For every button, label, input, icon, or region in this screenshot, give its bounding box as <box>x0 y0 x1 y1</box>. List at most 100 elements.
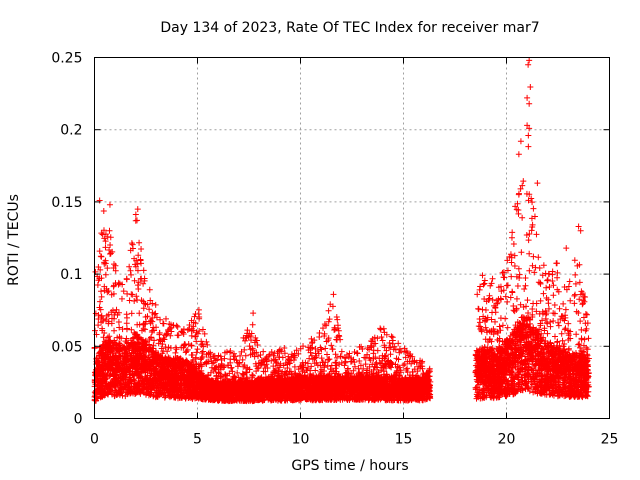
data-point <box>172 344 179 351</box>
data-point <box>227 349 234 356</box>
data-point <box>126 297 133 304</box>
data-point <box>147 334 154 341</box>
data-point <box>128 240 135 247</box>
data-point <box>152 310 159 317</box>
data-point <box>113 306 120 313</box>
data-point <box>104 289 111 296</box>
data-point <box>234 369 241 376</box>
data-point <box>111 327 118 334</box>
data-point <box>306 355 313 362</box>
data-point <box>107 242 114 249</box>
data-point <box>268 348 275 355</box>
data-point <box>342 358 349 365</box>
data-point <box>389 334 396 341</box>
data-point <box>174 323 181 330</box>
data-point <box>111 261 118 268</box>
data-point <box>199 326 206 333</box>
points-layer <box>91 57 592 405</box>
data-point <box>198 355 205 362</box>
data-point <box>270 363 277 370</box>
data-point <box>231 350 238 357</box>
data-point <box>194 346 201 353</box>
data-point <box>152 301 159 308</box>
data-point <box>133 217 140 224</box>
data-point <box>95 322 102 329</box>
data-point <box>97 253 104 260</box>
data-point <box>136 239 143 246</box>
data-point <box>308 335 315 342</box>
data-point <box>146 306 153 313</box>
data-point <box>106 227 113 234</box>
data-point <box>217 353 224 360</box>
chart-title: Day 134 of 2023, Rate Of TEC Index for r… <box>160 20 539 36</box>
data-point <box>378 334 385 341</box>
data-point <box>118 295 125 302</box>
data-point <box>136 310 143 317</box>
data-point <box>377 326 384 333</box>
data-point <box>201 330 208 337</box>
data-point <box>364 345 371 352</box>
data-point <box>293 347 300 354</box>
data-point <box>101 260 108 267</box>
data-point <box>129 291 136 298</box>
data-point <box>192 310 199 317</box>
data-point <box>115 318 122 325</box>
data-point <box>192 355 199 362</box>
data-point <box>341 362 348 369</box>
data-point <box>103 316 110 323</box>
data-point <box>104 265 111 272</box>
data-point <box>362 361 369 368</box>
data-point <box>159 320 166 327</box>
data-point <box>316 333 323 340</box>
data-point <box>135 252 142 259</box>
data-point <box>260 348 267 355</box>
data-point <box>318 355 325 362</box>
data-point <box>382 352 389 359</box>
data-point <box>388 333 395 340</box>
data-point <box>184 326 191 333</box>
data-point <box>94 282 101 289</box>
data-point <box>140 267 147 274</box>
data-point <box>229 368 236 375</box>
data-point <box>221 355 228 362</box>
data-point <box>172 349 179 356</box>
data-point <box>135 279 142 286</box>
data-point <box>332 326 339 333</box>
data-point <box>282 368 289 375</box>
data-point <box>395 340 402 347</box>
data-point <box>98 293 105 300</box>
data-point <box>151 337 158 344</box>
data-point <box>128 310 135 317</box>
data-point <box>120 288 127 295</box>
data-point <box>124 290 131 297</box>
data-point <box>249 372 256 379</box>
data-point <box>123 320 130 327</box>
data-point <box>128 326 135 333</box>
data-point <box>379 337 386 344</box>
data-point <box>415 363 422 370</box>
data-point <box>246 343 253 350</box>
data-point <box>97 298 104 305</box>
data-point <box>338 348 345 355</box>
data-point <box>325 307 332 314</box>
data-point <box>320 325 327 332</box>
data-point <box>98 288 105 295</box>
data-point <box>123 275 130 282</box>
data-point <box>157 316 164 323</box>
data-point <box>138 245 145 252</box>
data-point <box>326 316 333 323</box>
data-point <box>199 350 206 357</box>
data-point <box>133 293 140 300</box>
data-point <box>123 314 130 321</box>
data-point <box>195 306 202 313</box>
data-point <box>101 235 108 242</box>
data-point <box>100 208 107 215</box>
data-point <box>96 248 103 255</box>
data-point <box>327 301 334 308</box>
data-point <box>396 364 403 371</box>
data-point <box>138 260 145 267</box>
data-point <box>175 332 182 339</box>
data-point <box>146 286 153 293</box>
